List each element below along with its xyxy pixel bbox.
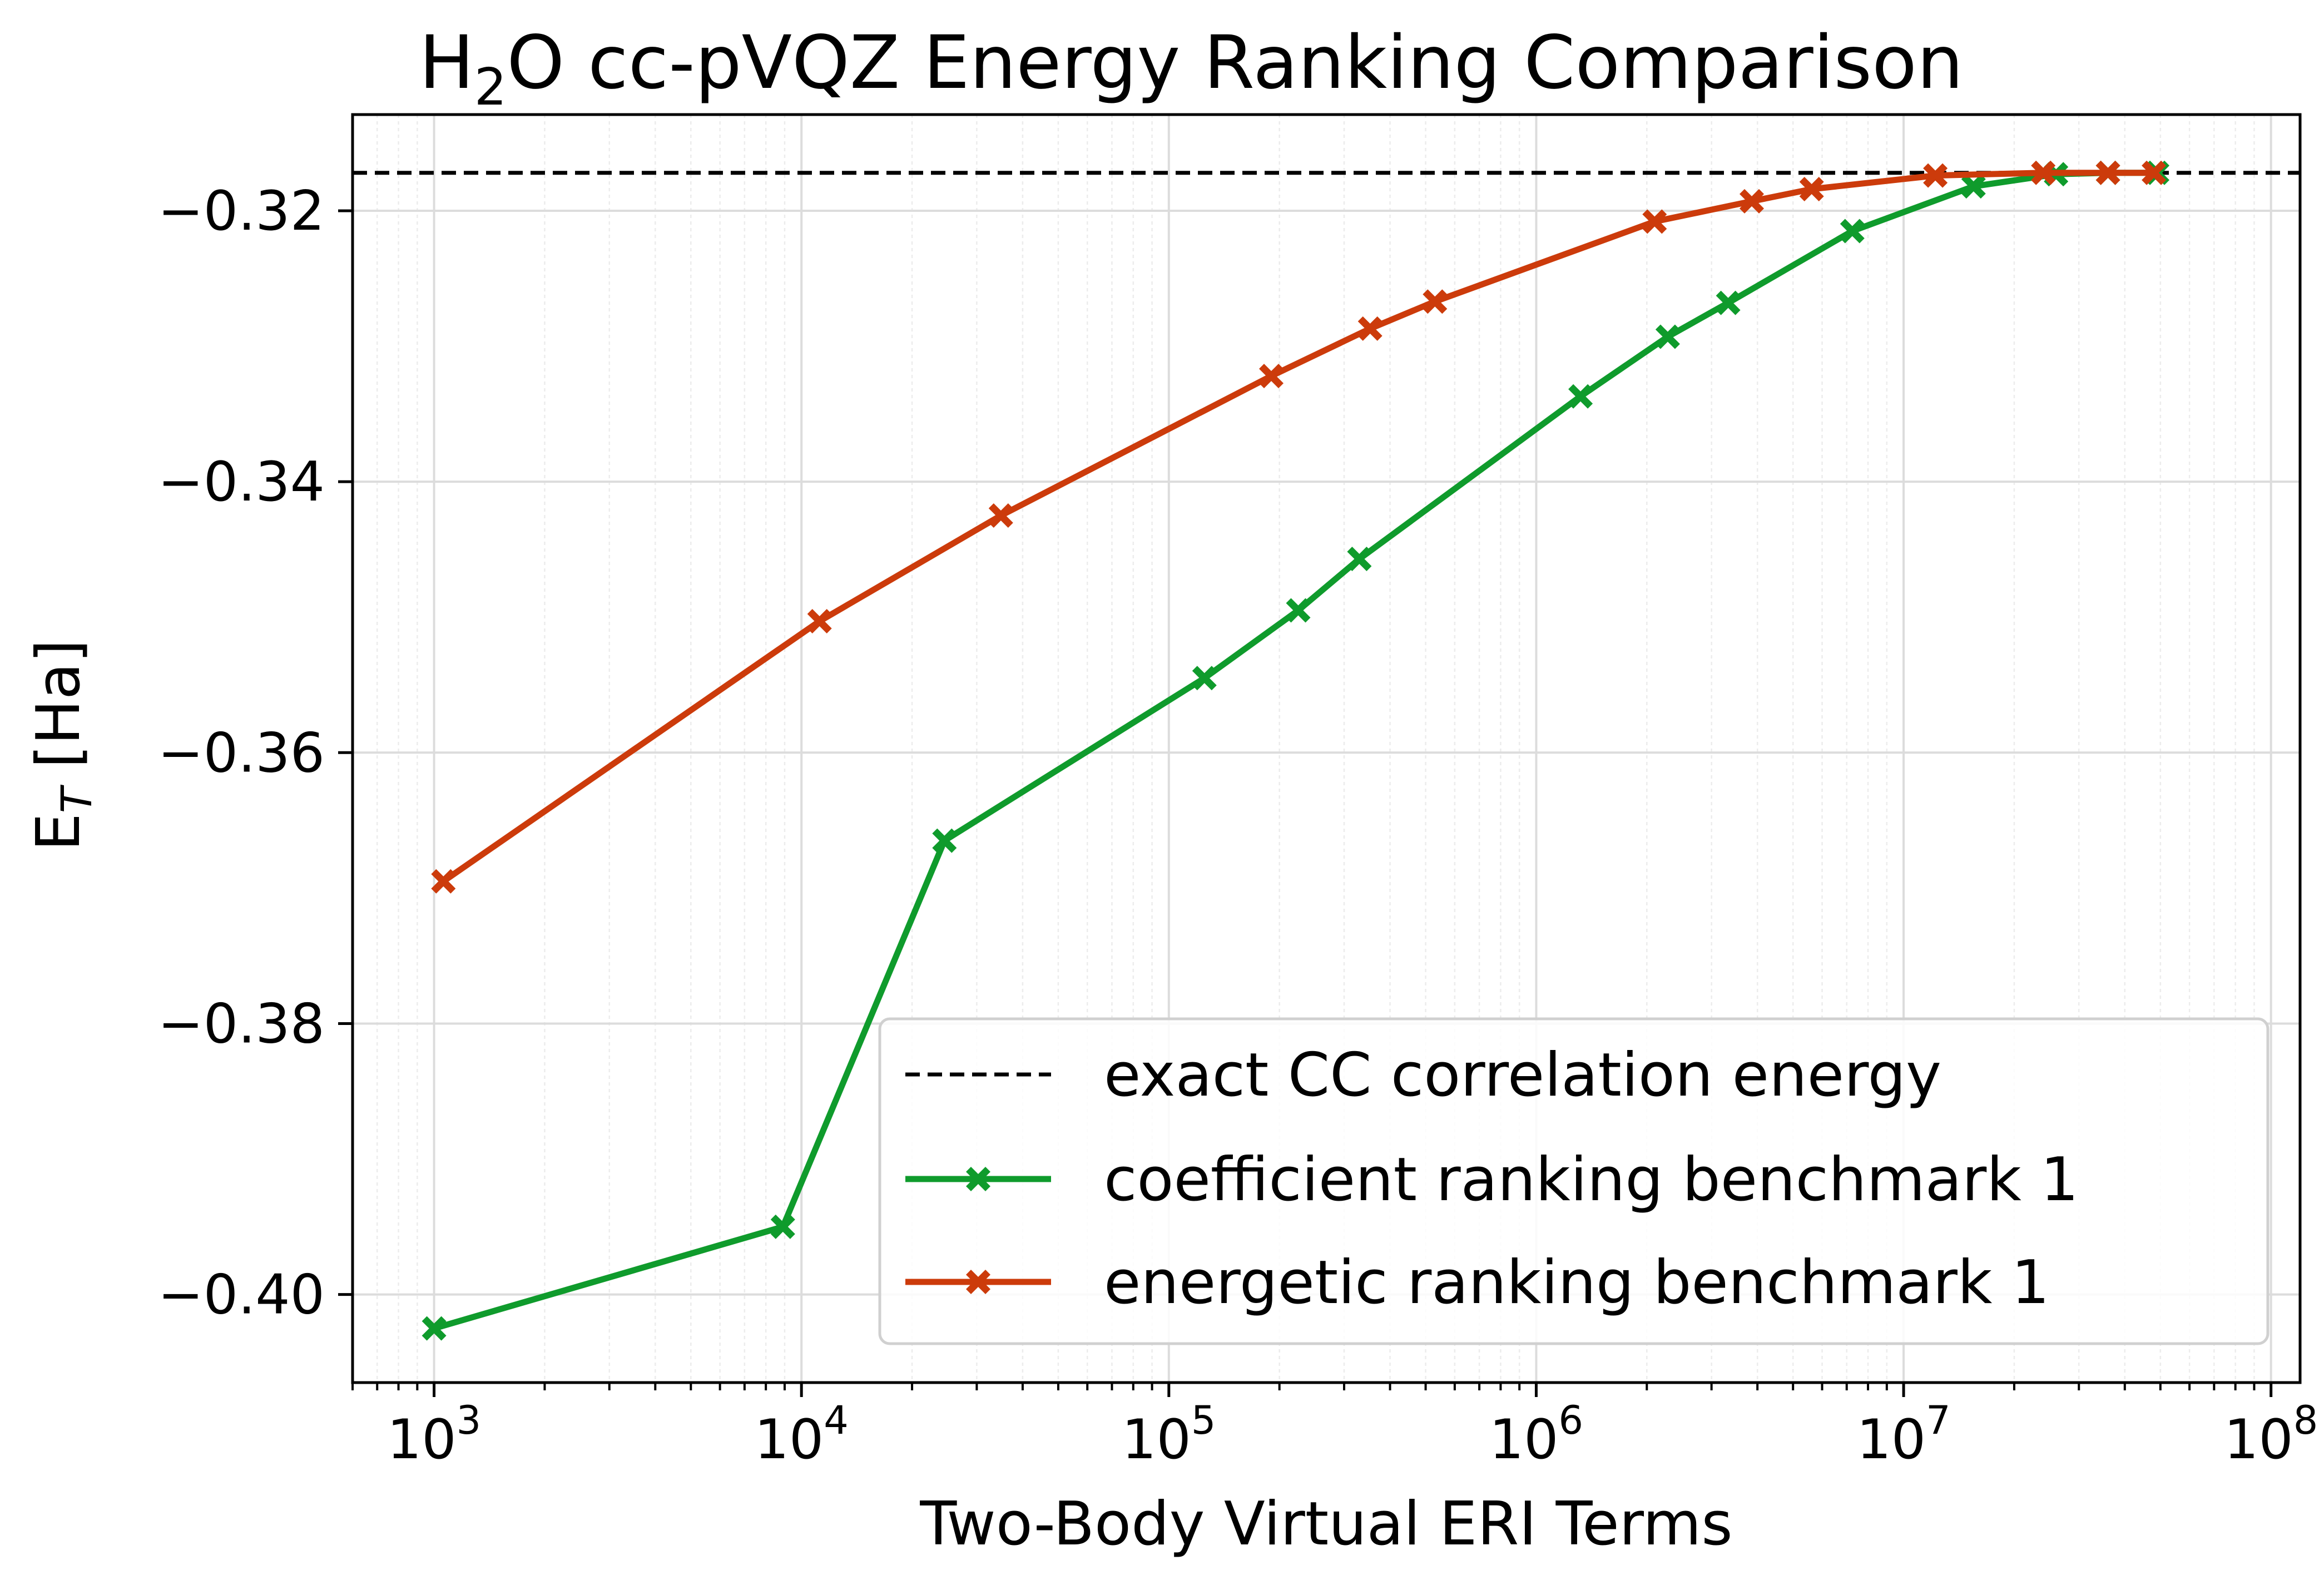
data-point-energetic [2095,160,2120,185]
data-point-coefficient [1568,384,1593,409]
data-point-energetic [1642,209,1667,234]
x-tick-label-exponent: 4 [824,1398,849,1443]
x-tick-label-base: 10 [1122,1408,1191,1472]
ticks-layer: 103 104 105 106 107 108−0.32−0.34−0.36−0.38−0… [158,180,2318,1472]
x-tick-label-exponent: 3 [457,1398,482,1443]
data-point-coefficient [1286,598,1311,623]
x-tick-label-exponent: 8 [2293,1398,2318,1443]
data-point-coefficient [1655,324,1680,349]
series-line-energetic [442,170,2154,884]
chart-title-main: H [419,20,474,106]
data-point-coefficient [1961,174,1986,199]
data-point-coefficient [1840,219,1865,244]
y-axis-label-subscript: T [52,784,101,813]
data-point-coefficient [1716,290,1741,315]
x-tick-label-base: 10 [2224,1408,2293,1472]
data-point-coefficient [1192,666,1217,691]
legend-marker-energetic [966,1270,990,1294]
x-tick-label-exponent: 5 [1191,1398,1216,1443]
x-tick-label: 103 [387,1398,481,1472]
x-tick-label: 104 [755,1398,849,1472]
x-tick-label: 105 [1122,1398,1216,1472]
data-point-coefficient [932,828,957,853]
chart-title-subscript: 2 [474,57,507,117]
legend-box [878,1017,2270,1345]
legend-label-reference: exact CC correlation energy [1104,1041,1941,1110]
legend-label-energetic: energetic ranking benchmark 1 [1104,1248,2049,1318]
x-axis-label: Two-Body Virtual ERI Terms [919,1489,1732,1559]
y-axis-label-main: E [24,813,93,851]
y-axis-label-rest: [Ha] [24,640,93,787]
data-point-energetic [1357,316,1382,341]
data-point-energetic [1923,163,1948,188]
y-axis-label: ET [Ha] [24,640,101,851]
y-tick-label: −0.40 [158,1264,325,1327]
data-point-energetic [807,609,832,633]
data-point-energetic [2031,160,2056,185]
data-point-coefficient [1347,547,1372,571]
data-point-energetic [1740,189,1764,214]
legend: exact CC correlation energy coefficient … [878,1017,2270,1345]
data-point-coefficient [770,1214,795,1239]
y-tick-label: −0.38 [158,992,325,1056]
x-tick-label-exponent: 7 [1926,1398,1951,1443]
data-point-coefficient [422,1316,447,1341]
x-tick-label-exponent: 6 [1559,1398,1584,1443]
x-tick-label-base: 10 [1489,1408,1559,1472]
x-tick-label-base: 10 [755,1408,824,1472]
y-tick-label: −0.32 [158,180,325,243]
x-tick-label: 108 [2224,1398,2318,1472]
x-tick-label: 106 [1489,1398,1583,1472]
chart-title: H2O cc-pVQZ Energy Ranking Comparison [419,20,1963,117]
data-point-energetic [1799,177,1824,201]
plot-area-frame [351,113,2302,1384]
data-point-energetic [1423,289,1448,314]
y-tick-label: −0.36 [158,721,325,785]
data-point-energetic [431,869,456,894]
legend-label-coefficient: coefficient ranking benchmark 1 [1104,1145,2079,1215]
x-tick-label-base: 10 [1856,1408,1926,1472]
data-point-energetic [2142,160,2167,185]
legend-marker-coefficient [966,1167,990,1191]
series-layer [422,160,2169,1341]
data-point-energetic [988,503,1013,528]
y-tick-label: −0.34 [158,450,325,514]
chart-title-rest: O cc-pVQZ Energy Ranking Comparison [507,20,1963,106]
x-tick-label: 107 [1856,1398,1950,1472]
x-tick-label-base: 10 [387,1408,457,1472]
data-point-energetic [1259,364,1284,389]
